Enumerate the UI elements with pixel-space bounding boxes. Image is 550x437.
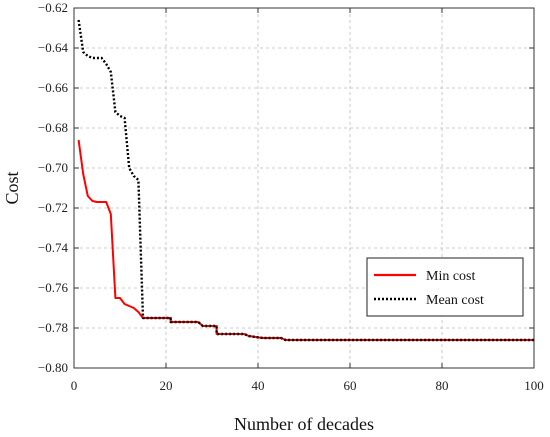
legend-box xyxy=(366,257,524,317)
y-tick-label: −0.66 xyxy=(38,80,69,95)
x-tick-label: 0 xyxy=(71,378,78,393)
y-tick-label: −0.80 xyxy=(38,360,68,375)
x-tick-label: 80 xyxy=(436,378,449,393)
series-line-min-cost xyxy=(77,139,534,341)
x-tick-label: 100 xyxy=(524,378,544,393)
y-tick-label: −0.74 xyxy=(38,240,69,255)
y-tick-label: −0.78 xyxy=(38,320,68,335)
plot-frame xyxy=(73,7,535,369)
y-tick-label: −0.70 xyxy=(38,160,68,175)
x-axis-label: Number of decades xyxy=(234,414,374,434)
axis-ticks: 0 20 40 60 80 100 −0.80 −0.78 −0.76 −0.74 −0.72 −0.… xyxy=(38,0,544,393)
x-tick-label: 60 xyxy=(344,378,357,393)
y-tick-label: −0.72 xyxy=(38,200,68,215)
legend-label-min-cost: Min cost xyxy=(426,269,476,284)
y-tick-label: −0.76 xyxy=(38,280,69,295)
x-tick-label: 40 xyxy=(252,378,265,393)
legend-label-mean-cost: Mean cost xyxy=(426,293,484,308)
y-tick-label: −0.64 xyxy=(38,40,69,55)
x-tick-label: 20 xyxy=(160,378,173,393)
y-axis-label: Cost xyxy=(2,171,22,204)
y-tick-label: −0.68 xyxy=(38,120,68,135)
legend: Min cost Mean cost xyxy=(366,257,524,317)
y-tick-label: −0.62 xyxy=(38,0,68,15)
series-group xyxy=(77,19,534,342)
series-line-mean-cost xyxy=(77,19,534,342)
